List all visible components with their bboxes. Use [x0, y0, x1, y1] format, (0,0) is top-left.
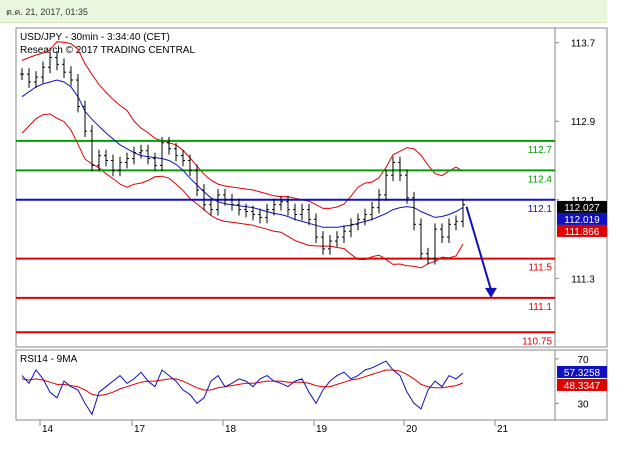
- price-panel: USD/JPY - 30min - 3:34:40 (CET) Research …: [15, 27, 608, 348]
- level-label: 111.1: [528, 302, 552, 313]
- level-label: 112.7: [528, 145, 553, 156]
- level-label: 112.1: [528, 204, 553, 215]
- rsi-panel: RSI14 - 9MA 70 30 57.3258 48.3347: [15, 349, 608, 421]
- x-tick-label: 18: [225, 424, 237, 435]
- level-label: 112.4: [528, 174, 553, 185]
- forecast-arrow-head: [485, 287, 497, 298]
- rsi-line: [21, 360, 464, 416]
- rsi-y-tick-label: 70: [577, 355, 589, 366]
- datetime-text: ต.ค. 21, 2017, 01:35: [6, 7, 88, 17]
- price-box: [557, 224, 607, 237]
- date-header: ต.ค. 21, 2017, 01:35: [0, 0, 607, 23]
- rsi-value-box-label: 48.3347: [564, 381, 601, 392]
- rsi-value-box: [557, 365, 607, 378]
- rsi-ma-line: [21, 369, 464, 397]
- rsi-y-tick-label: 30: [577, 399, 589, 410]
- x-tick-label: 17: [134, 424, 146, 435]
- x-axis: 14 17 18 19 20 21: [39, 420, 509, 435]
- y-tick-label: 113.7: [571, 39, 596, 50]
- chart-title: USD/JPY - 30min - 3:34:40 (CET): [20, 32, 170, 43]
- price-box-label: 112.019: [564, 215, 600, 226]
- rsi-value-box: [557, 378, 607, 391]
- moving-average-line: [21, 79, 464, 228]
- forecast-arrow-line: [465, 206, 492, 291]
- bollinger-lower-line: [21, 113, 464, 269]
- x-tick-label: 19: [316, 424, 328, 435]
- x-tick-label: 21: [497, 424, 509, 435]
- x-tick-label: 14: [42, 424, 54, 435]
- rsi-title: RSI14 - 9MA: [20, 354, 78, 365]
- price-box: [557, 212, 607, 225]
- price-box-label: 111.866: [565, 227, 600, 238]
- price-panel-frame: [15, 27, 608, 348]
- price-box: [557, 200, 607, 213]
- x-tick-label: 20: [406, 424, 418, 435]
- y-tick-label: 111.3: [571, 274, 595, 285]
- chart-subtitle: Research © 2017 TRADING CENTRAL: [20, 45, 195, 56]
- rsi-panel-frame: [15, 349, 608, 421]
- rsi-value-box-label: 57.3258: [564, 368, 601, 379]
- y-tick-label: 112.9: [571, 117, 596, 128]
- level-label: 111.5: [528, 263, 552, 274]
- price-box-label: 112.027: [564, 203, 600, 214]
- bollinger-upper-line: [21, 41, 464, 209]
- level-label: 110.75: [522, 336, 552, 347]
